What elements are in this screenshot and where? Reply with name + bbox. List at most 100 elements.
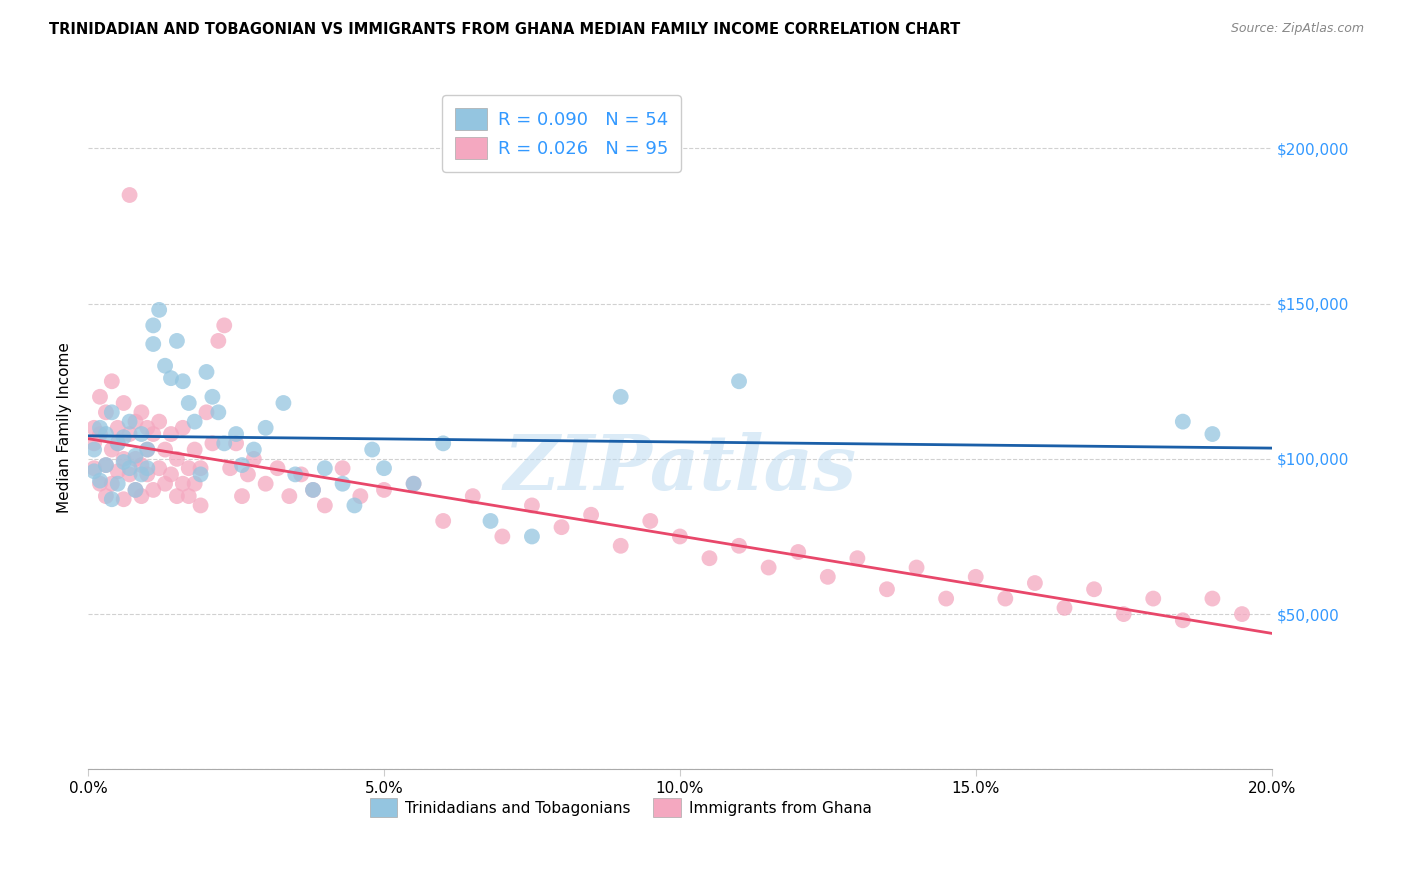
Point: [402, 476, 425, 491]
Point: [107, 421, 129, 435]
Point: [302, 483, 325, 497]
Point: [373, 483, 395, 497]
Point: [136, 442, 159, 457]
Point: [231, 458, 253, 472]
Point: [190, 467, 212, 482]
Point: [136, 461, 159, 475]
Point: [994, 591, 1017, 606]
Point: [112, 492, 135, 507]
Point: [89, 474, 111, 488]
Point: [905, 560, 928, 574]
Point: [432, 436, 454, 450]
Y-axis label: Median Family Income: Median Family Income: [58, 343, 72, 513]
Point: [118, 188, 141, 202]
Point: [373, 461, 395, 475]
Point: [131, 427, 153, 442]
Point: [302, 483, 325, 497]
Point: [124, 449, 146, 463]
Point: [177, 489, 200, 503]
Point: [1112, 607, 1135, 621]
Point: [94, 405, 117, 419]
Point: [142, 318, 165, 333]
Point: [284, 467, 307, 482]
Point: [314, 499, 336, 513]
Point: [579, 508, 602, 522]
Point: [101, 442, 124, 457]
Point: [254, 421, 277, 435]
Point: [131, 467, 153, 482]
Point: [101, 476, 124, 491]
Point: [131, 405, 153, 419]
Point: [609, 390, 631, 404]
Point: [118, 467, 141, 482]
Point: [520, 529, 543, 543]
Point: [112, 451, 135, 466]
Point: [101, 492, 124, 507]
Point: [219, 461, 242, 475]
Point: [160, 467, 183, 482]
Point: [160, 371, 183, 385]
Point: [266, 461, 288, 475]
Point: [142, 337, 165, 351]
Point: [491, 529, 513, 543]
Point: [231, 489, 253, 503]
Point: [965, 570, 987, 584]
Point: [290, 467, 312, 482]
Point: [118, 415, 141, 429]
Point: [166, 451, 188, 466]
Point: [846, 551, 869, 566]
Point: [520, 499, 543, 513]
Point: [177, 396, 200, 410]
Point: [107, 436, 129, 450]
Point: [94, 427, 117, 442]
Point: [225, 436, 247, 450]
Point: [1171, 415, 1194, 429]
Point: [343, 499, 366, 513]
Point: [107, 464, 129, 478]
Point: [89, 390, 111, 404]
Text: Source: ZipAtlas.com: Source: ZipAtlas.com: [1230, 22, 1364, 36]
Point: [83, 461, 105, 475]
Point: [118, 461, 141, 475]
Point: [212, 318, 235, 333]
Point: [183, 415, 205, 429]
Point: [183, 476, 205, 491]
Point: [89, 427, 111, 442]
Point: [195, 405, 218, 419]
Point: [131, 458, 153, 472]
Point: [183, 442, 205, 457]
Text: TRINIDADIAN AND TOBAGONIAN VS IMMIGRANTS FROM GHANA MEDIAN FAMILY INCOME CORRELA: TRINIDADIAN AND TOBAGONIAN VS IMMIGRANTS…: [49, 22, 960, 37]
Point: [1142, 591, 1164, 606]
Point: [195, 365, 218, 379]
Point: [136, 421, 159, 435]
Point: [787, 545, 810, 559]
Point: [166, 489, 188, 503]
Point: [131, 489, 153, 503]
Point: [107, 476, 129, 491]
Legend: Trinidadians and Tobagonians, Immigrants from Ghana: Trinidadians and Tobagonians, Immigrants…: [364, 792, 877, 823]
Point: [112, 455, 135, 469]
Point: [83, 436, 105, 450]
Point: [278, 489, 301, 503]
Point: [160, 427, 183, 442]
Point: [314, 461, 336, 475]
Point: [124, 415, 146, 429]
Point: [148, 302, 170, 317]
Point: [153, 442, 176, 457]
Point: [935, 591, 957, 606]
Point: [83, 421, 105, 435]
Point: [89, 476, 111, 491]
Point: [1230, 607, 1253, 621]
Point: [94, 458, 117, 472]
Point: [432, 514, 454, 528]
Point: [101, 374, 124, 388]
Point: [94, 489, 117, 503]
Point: [148, 415, 170, 429]
Point: [190, 461, 212, 475]
Point: [332, 476, 354, 491]
Point: [212, 436, 235, 450]
Point: [207, 405, 229, 419]
Point: [201, 390, 224, 404]
Point: [172, 476, 194, 491]
Point: [101, 405, 124, 419]
